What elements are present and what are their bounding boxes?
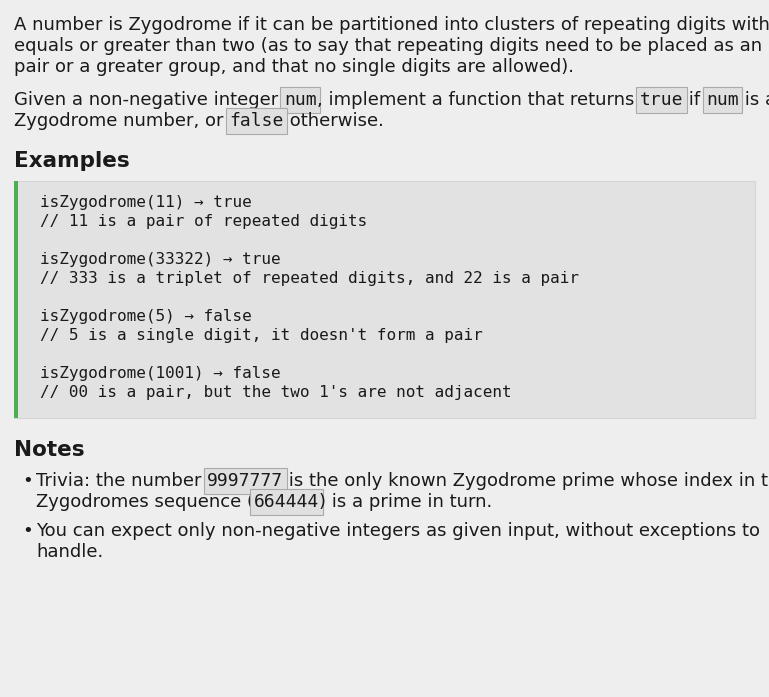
Text: is a: is a	[739, 91, 769, 109]
Text: false: false	[229, 112, 284, 130]
Text: num: num	[284, 91, 317, 109]
FancyBboxPatch shape	[14, 181, 755, 418]
Text: 664444: 664444	[254, 493, 319, 511]
Text: , implement a function that returns: , implement a function that returns	[317, 91, 640, 109]
Text: num: num	[706, 91, 739, 109]
Text: Zygodromes sequence (: Zygodromes sequence (	[36, 493, 254, 511]
Text: pair or a greater group, and that no single digits are allowed).: pair or a greater group, and that no sin…	[14, 58, 574, 76]
Text: handle.: handle.	[36, 543, 103, 561]
Text: Given a non-negative integer: Given a non-negative integer	[14, 91, 284, 109]
Text: isZygodrome(5) → false: isZygodrome(5) → false	[40, 309, 251, 324]
Text: Zygodrome number, or: Zygodrome number, or	[14, 112, 229, 130]
Text: // 333 is a triplet of repeated digits, and 22 is a pair: // 333 is a triplet of repeated digits, …	[40, 271, 579, 286]
Text: equals or greater than two (as to say that repeating digits need to be placed as: equals or greater than two (as to say th…	[14, 37, 769, 55]
Text: // 00 is a pair, but the two 1's are not adjacent: // 00 is a pair, but the two 1's are not…	[40, 385, 511, 400]
Text: 9997777: 9997777	[208, 472, 283, 490]
Text: Examples: Examples	[14, 151, 130, 171]
Text: otherwise.: otherwise.	[284, 112, 384, 130]
Text: •: •	[22, 522, 33, 540]
Text: Notes: Notes	[14, 440, 85, 460]
Text: ) is a prime in turn.: ) is a prime in turn.	[319, 493, 492, 511]
Text: // 5 is a single digit, it doesn't form a pair: // 5 is a single digit, it doesn't form …	[40, 328, 483, 343]
Text: if: if	[683, 91, 706, 109]
Text: isZygodrome(1001) → false: isZygodrome(1001) → false	[40, 366, 281, 381]
Text: •: •	[22, 472, 33, 490]
Text: isZygodrome(11) → true: isZygodrome(11) → true	[40, 195, 251, 210]
Text: is the only known Zygodrome prime whose index in the: is the only known Zygodrome prime whose …	[283, 472, 769, 490]
Text: A number is Zygodrome if it can be partitioned into clusters of repeating digits: A number is Zygodrome if it can be parti…	[14, 16, 769, 34]
FancyBboxPatch shape	[14, 181, 18, 418]
Text: // 11 is a pair of repeated digits: // 11 is a pair of repeated digits	[40, 214, 368, 229]
Text: true: true	[640, 91, 683, 109]
Text: You can expect only non-negative integers as given input, without exceptions to: You can expect only non-negative integer…	[36, 522, 760, 540]
Text: isZygodrome(33322) → true: isZygodrome(33322) → true	[40, 252, 281, 267]
Text: Trivia: the number: Trivia: the number	[36, 472, 208, 490]
